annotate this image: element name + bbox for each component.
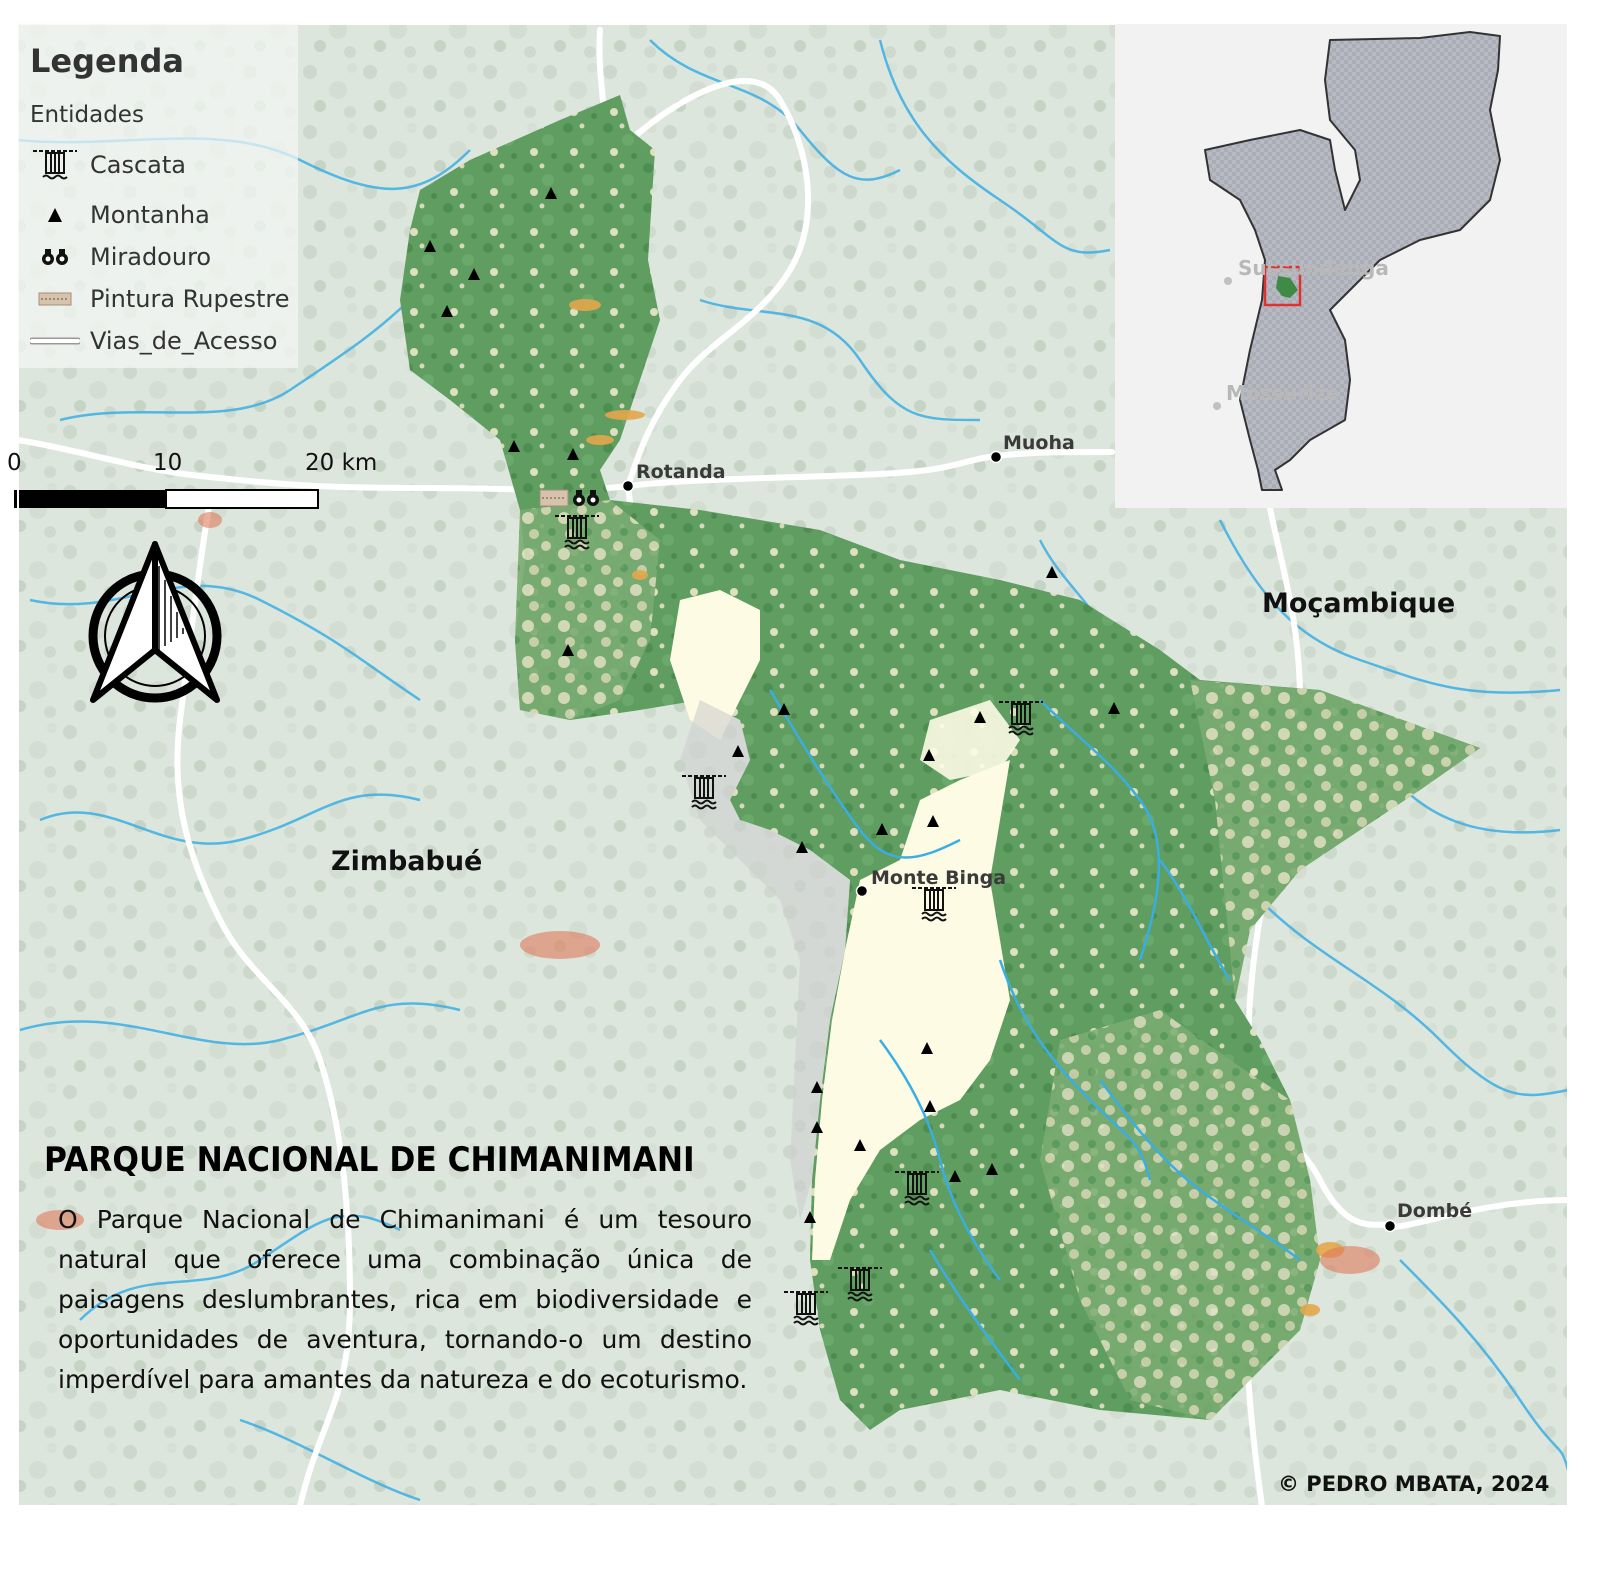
legend-item-viewpoint: Miradouro (28, 240, 211, 274)
mountain-icon (1046, 566, 1058, 578)
road-line-icon (28, 324, 82, 358)
mountain-icon (562, 644, 574, 656)
rock-painting-icon (539, 489, 569, 507)
rock-painting-icon (28, 282, 82, 316)
waterfall-icon (682, 775, 726, 810)
inset-highlight-box (1263, 265, 1302, 307)
mountain-icon (732, 745, 744, 757)
inset-locator-map: Sussundenga Mossurize (1115, 24, 1567, 508)
place-label-dombe: Dombé (1397, 1200, 1473, 1222)
waterfall-icon (999, 701, 1043, 736)
legend-item-rock-painting: Pintura Rupestre (28, 282, 289, 316)
legend-label: Montanha (90, 201, 210, 229)
waterfall-icon (912, 887, 956, 922)
mountain-icon (508, 440, 520, 452)
scale-label-10: 10 (153, 450, 183, 476)
place-points (621, 450, 1397, 1233)
mountain-icon (949, 1170, 961, 1182)
mountain-icon (924, 1100, 936, 1112)
waterfall-icon (895, 1171, 939, 1206)
legend-subtitle: Entidades (30, 102, 144, 128)
place-label-monte-binga: Monte Binga (871, 867, 1007, 889)
mountain-icon (986, 1163, 998, 1175)
mountain-icon (974, 711, 986, 723)
mountain-icon (811, 1081, 823, 1093)
mountain-icon (923, 749, 935, 761)
place-label-rotanda: Rotanda (636, 461, 726, 483)
legend-item-waterfall: Cascata (28, 148, 186, 182)
mountain-icon (796, 841, 808, 853)
country-label-zimbabwe: Zimbabué (331, 846, 483, 877)
mountain-icon (876, 823, 888, 835)
legend-title: Legenda (30, 42, 184, 80)
legend-label: Cascata (90, 151, 186, 179)
mountain-icon (468, 268, 480, 280)
map-title: PARQUE NACIONAL DE CHIMANIMANI (44, 1140, 695, 1180)
waterfall-icon (838, 1267, 882, 1302)
waterfall-icon (28, 148, 82, 182)
rotanda-point (621, 479, 635, 493)
mountain-icon (424, 240, 436, 252)
dombe-point (1383, 1219, 1397, 1233)
scale-label-0: 0 (7, 450, 22, 476)
mountain-icon (854, 1139, 866, 1151)
mountain-icon (1108, 702, 1120, 714)
legend: Legenda Entidades Cascata Montanha Mirad… (18, 24, 298, 368)
waterfall-markers (555, 515, 1043, 1326)
park-rivers (768, 689, 1301, 1381)
legend-item-roads: Vias_de_Acesso (28, 324, 277, 358)
muoha-point (989, 450, 1003, 464)
mountain-icon (28, 198, 82, 232)
binoculars-icon (573, 490, 599, 506)
scale-label-20: 20 km (305, 450, 378, 476)
waterfall-icon (555, 515, 599, 550)
mountain-icon (545, 187, 557, 199)
legend-label: Miradouro (90, 243, 212, 271)
legend-item-mountain: Montanha (28, 198, 210, 232)
mountain-icon (441, 305, 453, 317)
map-description: O Parque Nacional de Chimanimani é um te… (58, 1205, 752, 1394)
binoculars-icon (28, 240, 82, 274)
mountain-icon (778, 703, 790, 715)
inset-label-2: Mossurize (1226, 381, 1340, 405)
park-area (36, 95, 1480, 1430)
inset-label-1: Sussundenga (1238, 256, 1389, 280)
waterfall-icon (784, 1291, 828, 1326)
mountain-icon (811, 1121, 823, 1133)
legend-label: Pintura Rupestre (90, 285, 290, 313)
north-arrow-icon (88, 541, 222, 703)
mountain-icon (921, 1042, 933, 1054)
scale-bar (14, 489, 319, 509)
mountain-icon (927, 815, 939, 827)
credit-text: © PEDRO MBATA, 2024 (1278, 1472, 1550, 1496)
mountain-icon (804, 1211, 816, 1223)
mozambique-outline (1204, 31, 1501, 491)
mountain-markers (424, 187, 1120, 1223)
legend-label: Vias_de_Acesso (90, 327, 278, 355)
monte-binga-point (855, 884, 869, 898)
country-label-mozambique: Moçambique (1262, 588, 1456, 619)
mountain-icon (567, 448, 579, 460)
place-label-muoha: Muoha (1003, 432, 1075, 454)
